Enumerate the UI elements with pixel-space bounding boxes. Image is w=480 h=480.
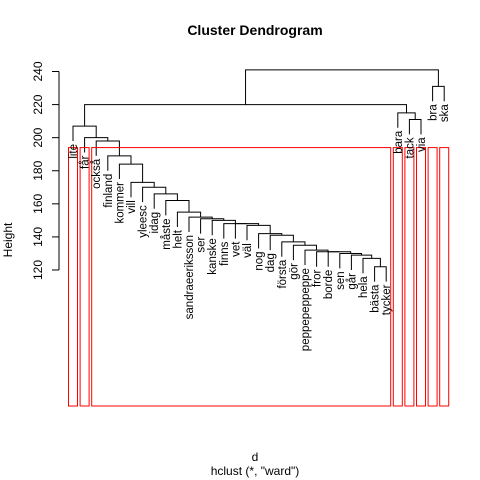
leaf-label: idag <box>149 212 161 234</box>
leaf-label: finns <box>219 241 231 266</box>
leaf-label: finland <box>103 174 115 208</box>
leaf-label: yleesc <box>138 205 150 238</box>
dendrogram-branch <box>374 266 387 282</box>
cluster-rect <box>416 147 426 407</box>
dendrogram-branch <box>350 254 373 270</box>
x-axis-label: d <box>252 450 259 464</box>
cluster-rectangles <box>68 147 450 407</box>
y-tick-label: 160 <box>31 194 45 214</box>
leaf-label: via <box>416 137 428 152</box>
leaf-label: peppepeppeppe <box>300 268 312 351</box>
y-tick-label: 120 <box>31 260 45 280</box>
y-tick-label: 220 <box>31 94 45 114</box>
dendrogram-branch <box>188 216 213 232</box>
dendrogram-branch <box>292 244 318 261</box>
dendrogram-branch <box>397 112 416 128</box>
y-axis-label: Height <box>1 222 15 257</box>
leaf-label: går <box>346 273 358 290</box>
leaf-label: ser <box>196 236 208 252</box>
dendrogram-branch <box>408 118 422 135</box>
leaf-label: borde <box>323 270 335 299</box>
cluster-rect <box>427 147 438 407</box>
dendrogram-branch <box>95 140 120 156</box>
leaf-label: väl <box>242 243 254 258</box>
cluster-rect <box>439 147 450 407</box>
leaf-label: kommer <box>114 182 126 224</box>
dendrogram-branches <box>72 69 445 282</box>
leaf-label: bästa <box>370 284 382 313</box>
leaf-label: sandraeeriksson <box>184 235 196 319</box>
leaf-label: också <box>91 158 103 189</box>
leaf-label: tycker <box>381 284 393 315</box>
dendrogram-branch <box>245 69 439 105</box>
leaf-label: nog <box>254 251 266 270</box>
leaf-label: bra <box>428 104 440 121</box>
leaf-label: hela <box>358 276 370 298</box>
cluster-rect <box>68 147 78 407</box>
leaf-label: tack <box>404 137 416 158</box>
leaf-label: dag <box>265 253 277 272</box>
dendrogram-branch <box>362 257 381 274</box>
leaf-label: ska <box>439 104 451 123</box>
leaf-label: måste <box>161 218 173 249</box>
cluster-rect <box>91 147 392 407</box>
dendrogram-branch <box>432 85 445 102</box>
y-tick-label: 180 <box>31 160 45 180</box>
subtitle: hclust (*, "ward") <box>211 464 300 478</box>
y-axis: 120 140 160 180 200 220 240 <box>31 61 60 280</box>
leaf-label: lite <box>68 144 80 159</box>
leaf-label: fror <box>312 270 324 287</box>
leaf-label: kanske <box>207 238 219 274</box>
cluster-rect <box>392 147 403 407</box>
leaf-label: första <box>277 259 289 288</box>
chart-title: Cluster Dendrogram <box>187 22 322 38</box>
leaf-label: helt <box>172 229 184 248</box>
dendrogram-branch <box>72 125 97 141</box>
dendrogram-branch <box>84 137 109 153</box>
leaf-label: bara <box>393 130 405 154</box>
y-tick-label: 200 <box>31 127 45 147</box>
dendrogram-branch <box>84 104 407 127</box>
leaf-label: vill <box>126 200 138 213</box>
dendrogram-branch <box>223 223 247 239</box>
y-tick-label: 140 <box>31 227 45 247</box>
leaf-label: får <box>80 155 92 169</box>
dendrogram-branch <box>339 252 363 269</box>
dendrogram-branch <box>142 186 167 203</box>
y-tick-label: 240 <box>31 61 45 81</box>
cluster-rect <box>79 147 90 407</box>
leaf-label: vet <box>230 241 242 257</box>
dendrogram-branch <box>107 155 132 171</box>
leaf-label: gör <box>288 263 300 280</box>
dendrogram-branch <box>200 218 225 234</box>
dendrogram-branch <box>316 251 340 267</box>
dendrogram-branch <box>118 163 144 183</box>
leaf-label: sen <box>335 271 347 290</box>
cluster-rect <box>404 147 415 407</box>
